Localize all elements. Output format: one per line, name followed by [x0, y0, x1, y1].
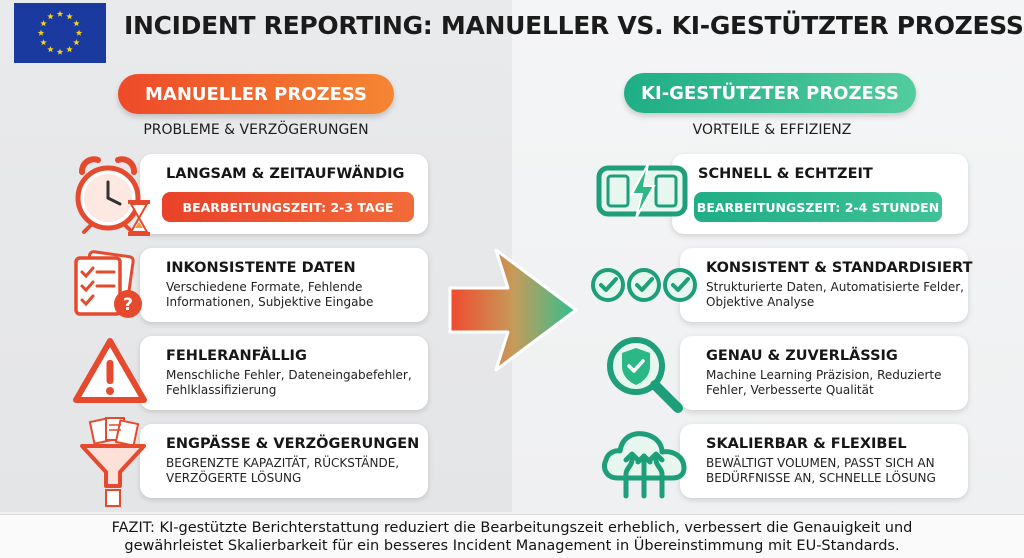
card-title: SCHNELL & ECHTZEIT: [698, 166, 873, 182]
clipboard-question-icon: ?: [72, 248, 148, 328]
manual-card-inconsistent: INKONSISTENTE DATEN Verschiedene Formate…: [140, 248, 428, 322]
ai-card-consistent: KONSISTENT & STANDARDISIERT Strukturiert…: [680, 248, 972, 322]
manual-card-slow: LANGSAM & ZEITAUFWÄNDIG BEARBEITUNGSZEIT…: [140, 154, 428, 234]
eu-star: [66, 46, 73, 53]
eu-star: [47, 13, 54, 20]
digital-clock-lightning-icon: [596, 162, 688, 224]
eu-star: [40, 39, 47, 46]
ai-process-heading: KI-GESTÜTZTER PROZESS: [624, 73, 916, 113]
card-title: KONSISTENT & STANDARDISIERT: [706, 260, 973, 276]
manual-card-bottlenecks: ENGPÄSSE & VERZÖGERUNGEN BEGRENZTE KAPAZ…: [140, 424, 428, 498]
manual-process-subheading: PROBLEME & VERZÖGERUNGEN: [143, 122, 369, 138]
conclusion-footer: FAZIT: KI-gestützte Berichterstattung re…: [0, 514, 1024, 558]
card-description: Strukturierte Daten, Automatisierte Feld…: [706, 280, 964, 309]
cloud-scale-icon: [598, 424, 690, 504]
eu-star: [56, 48, 64, 55]
magnifier-shield-icon: [604, 334, 688, 418]
manual-process-heading: MANUELLER PROZESS: [118, 74, 394, 114]
conclusion-line-2: gewährleistet Skalierbarkeit für ein bes…: [124, 538, 900, 554]
alarm-clock-hourglass-icon: [72, 152, 154, 240]
eu-star: [73, 20, 80, 27]
ai-process-subheading: VORTEILE & EFFIZIENZ: [692, 122, 852, 138]
manual-card-error-prone: FEHLERANFÄLLIG Menschliche Fehler, Daten…: [140, 336, 428, 410]
card-description: Verschiedene Formate, Fehlende Informati…: [166, 280, 374, 309]
checkmarks-icon: [590, 266, 698, 308]
eu-star: [66, 13, 73, 20]
processing-time-badge: BEARBEITUNGSZEIT: 2-3 TAGE: [162, 192, 414, 222]
card-title: INKONSISTENTE DATEN: [166, 260, 356, 276]
eu-flag-icon: [14, 3, 106, 63]
eu-star: [75, 29, 83, 36]
svg-text:?: ?: [123, 295, 133, 315]
card-title: ENGPÄSSE & VERZÖGERUNGEN: [166, 436, 420, 452]
funnel-documents-icon: [78, 416, 148, 512]
transition-arrow-icon: [448, 248, 578, 373]
ai-card-scalable: SKALIERBAR & FLEXIBEL BEWÄLTIGT VOLUMEN,…: [680, 424, 968, 498]
eu-star: [56, 10, 64, 17]
ai-card-accurate: GENAU & ZUVERLÄSSIG Machine Learning Prä…: [680, 336, 968, 410]
processing-time-badge: BEARBEITUNGSZEIT: 2-4 STUNDEN: [694, 192, 942, 222]
page-title: INCIDENT REPORTING: MANUELLER VS. KI-GES…: [124, 10, 1024, 40]
eu-star: [40, 20, 47, 27]
card-description: Menschliche Fehler, Dateneingabefehler, …: [166, 368, 412, 397]
card-title: GENAU & ZUVERLÄSSIG: [706, 348, 898, 364]
conclusion-line-1: FAZIT: KI-gestützte Berichterstattung re…: [111, 520, 913, 536]
card-title: FEHLERANFÄLLIG: [166, 348, 307, 364]
card-description: BEGRENZTE KAPAZITÄT, RÜCKSTÄNDE, VERZÖGE…: [166, 456, 400, 485]
card-title: LANGSAM & ZEITAUFWÄNDIG: [166, 166, 405, 182]
ai-card-fast: SCHNELL & ECHTZEIT BEARBEITUNGSZEIT: 2-4…: [672, 154, 968, 234]
card-description: BEWÄLTIGT VOLUMEN, PASST SICH AN BEDÜRFN…: [706, 456, 936, 485]
card-description: Machine Learning Präzision, Reduzierte F…: [706, 368, 942, 397]
eu-star: [73, 39, 80, 46]
eu-star: [47, 46, 54, 53]
eu-star: [37, 29, 45, 36]
warning-triangle-icon: [72, 336, 148, 410]
card-title: SKALIERBAR & FLEXIBEL: [706, 436, 907, 452]
